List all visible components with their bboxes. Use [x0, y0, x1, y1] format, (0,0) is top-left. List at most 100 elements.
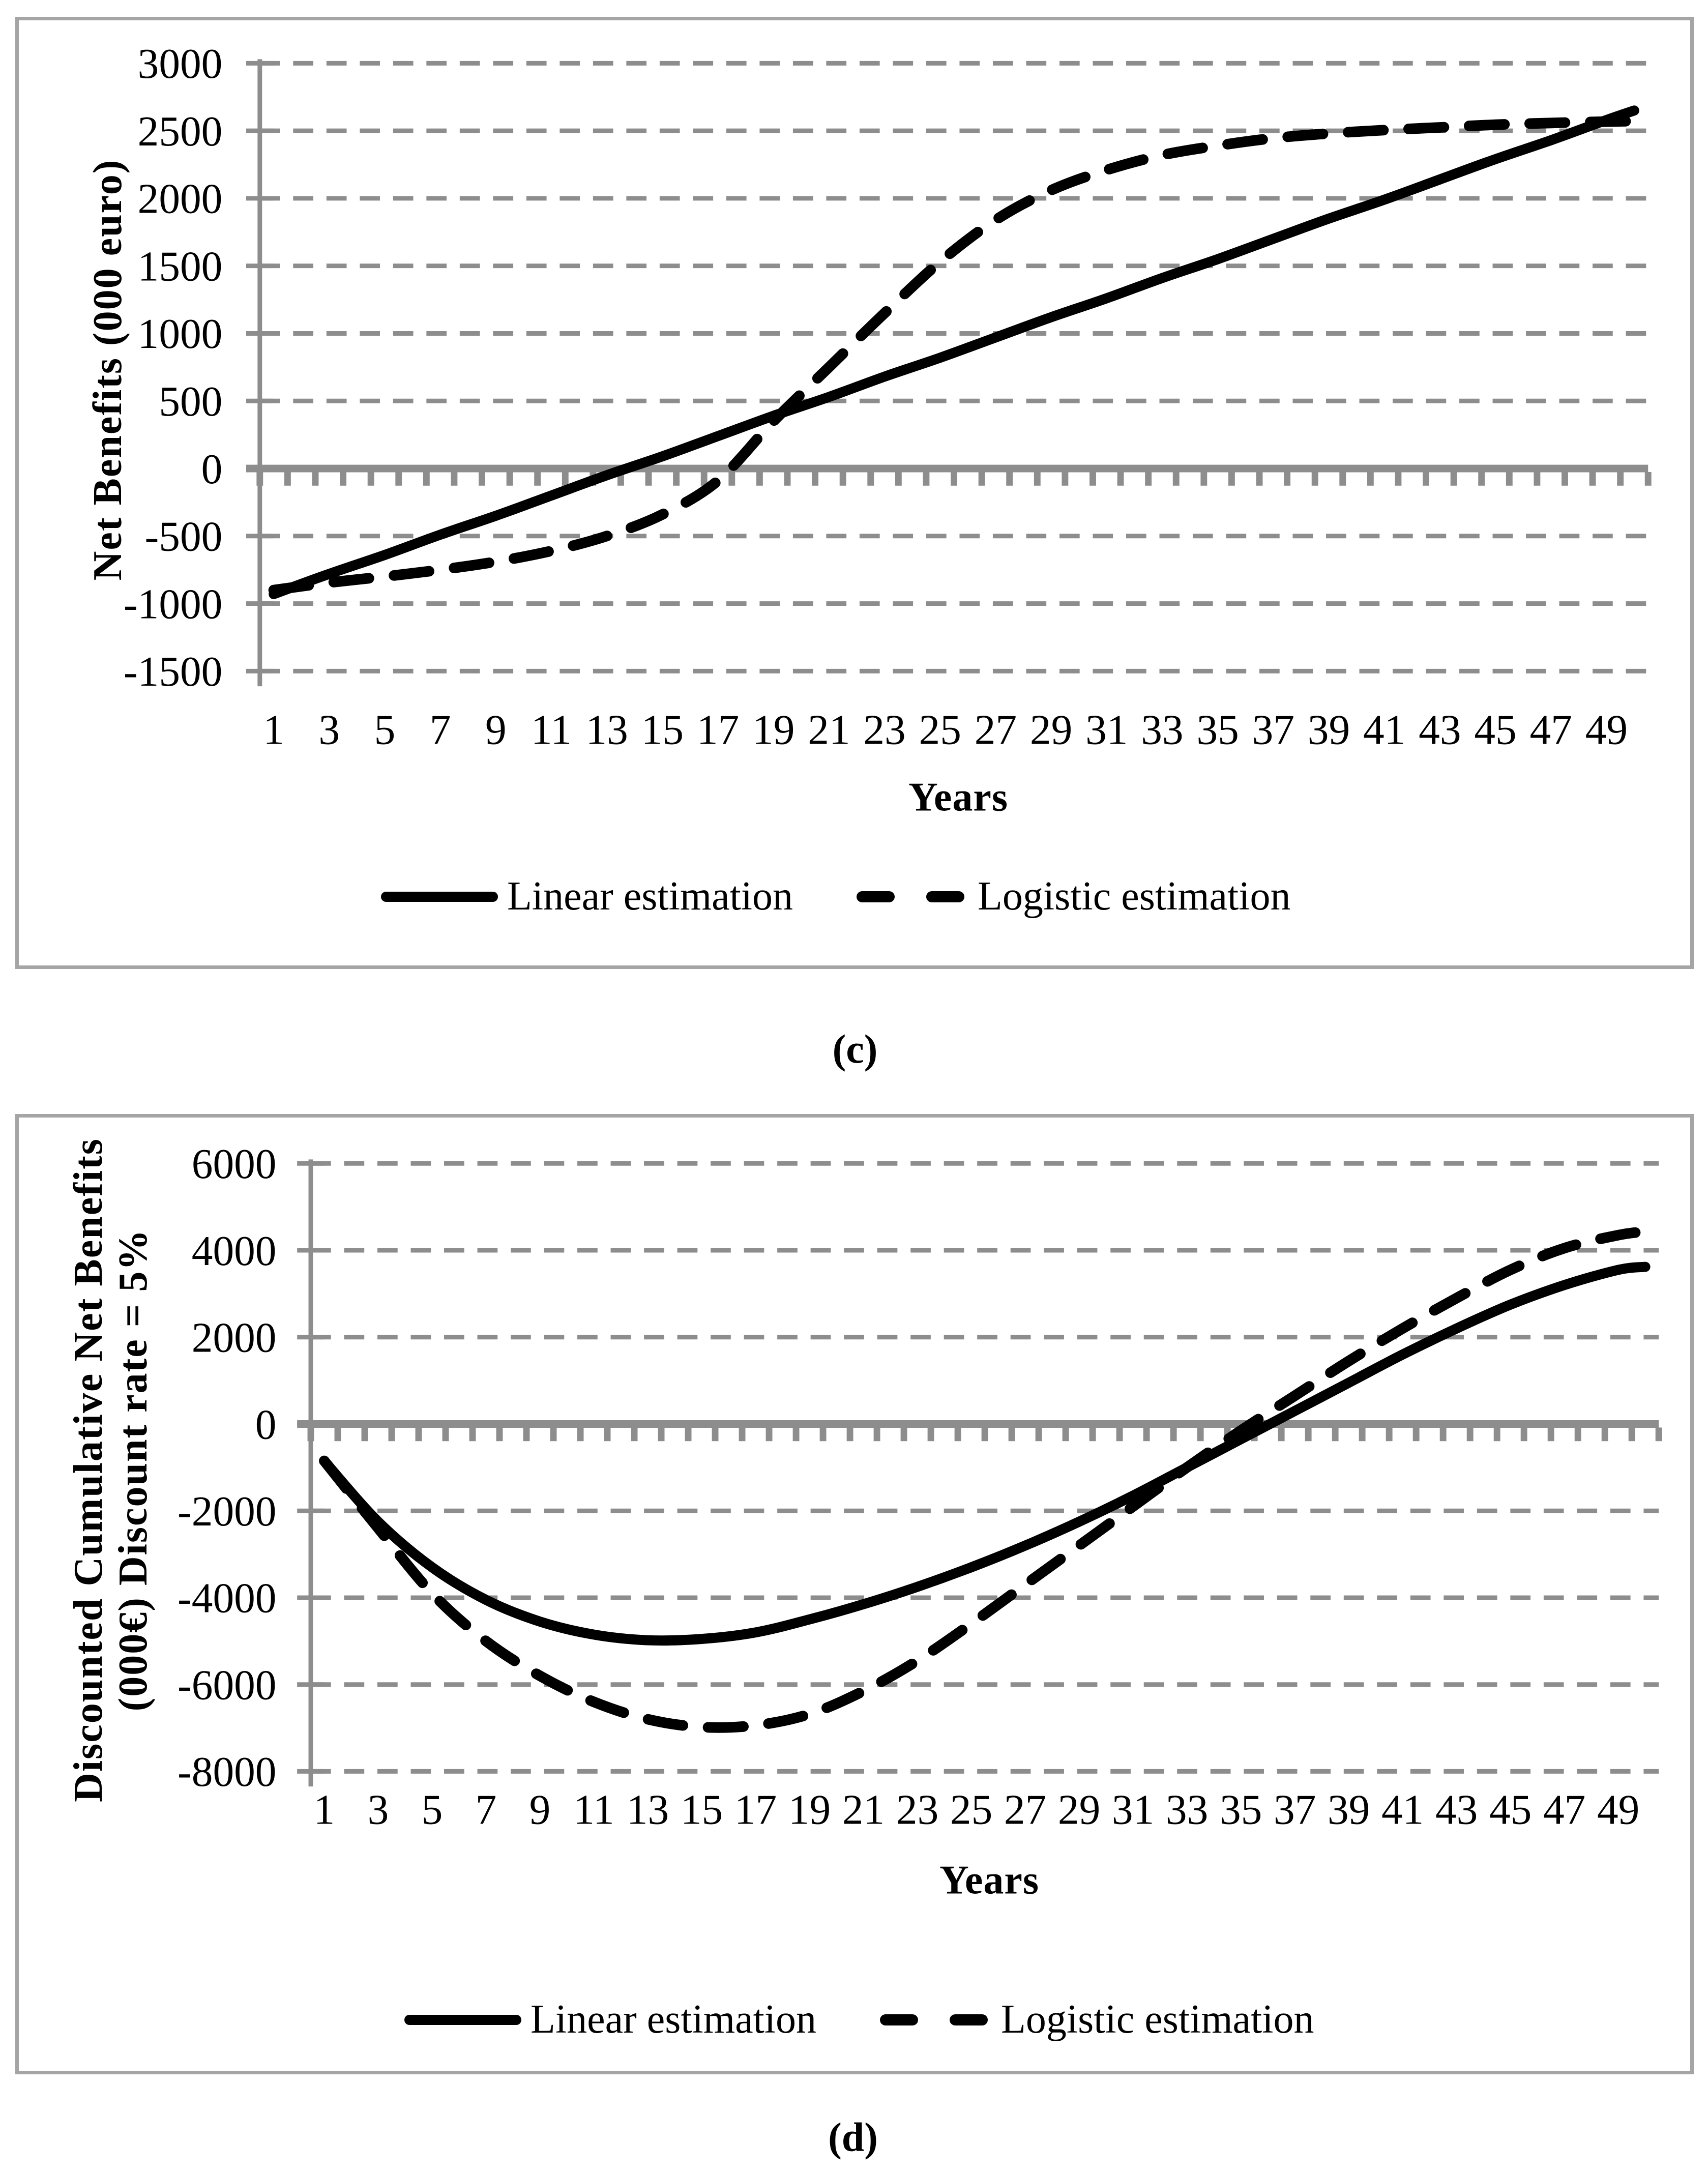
x-axis-tick: [1534, 472, 1541, 486]
series-logistic: [268, 115, 1640, 596]
x-tick-label: 17: [734, 1787, 777, 1834]
x-axis-tick: [1359, 1427, 1366, 1442]
x-tick-label: 33: [1141, 707, 1183, 753]
x-tick-label: 13: [585, 707, 628, 753]
x-tick-label: 5: [374, 707, 396, 753]
x-tick-label: 5: [422, 1787, 443, 1834]
x-tick-label: 3: [318, 707, 340, 753]
x-axis-tick: [1644, 472, 1652, 486]
x-tick-label: 41: [1363, 707, 1405, 753]
x-axis-tick: [284, 472, 291, 486]
y-axis-title-d-line2: (000€) Discount rate = 5%: [111, 1228, 156, 1712]
y-tick-label: 3000: [138, 41, 223, 87]
x-tick-label: 33: [1166, 1787, 1208, 1834]
x-tick-label: 49: [1585, 707, 1628, 753]
x-axis-tick: [685, 1427, 692, 1442]
x-axis-tick: [839, 472, 846, 486]
y-tick-label: 500: [159, 378, 222, 425]
x-axis-tick: [1589, 472, 1596, 486]
legend-label-linear: Linear estimation: [507, 874, 793, 919]
y-tick-label: -8000: [178, 1749, 276, 1796]
x-tick-label: 27: [1004, 1787, 1046, 1834]
y-tick-label: 6000: [192, 1141, 277, 1188]
x-axis-tick: [604, 1427, 611, 1442]
x-axis-tick: [1305, 1427, 1312, 1442]
x-tick-label: 21: [842, 1787, 885, 1834]
y-tick-label: -4000: [178, 1575, 276, 1622]
x-axis-tick: [645, 472, 652, 486]
x-axis-tick: [1562, 472, 1568, 486]
x-axis-tick: [451, 472, 458, 486]
series-logistic: [319, 1226, 1651, 1733]
x-axis-tick: [1520, 1427, 1527, 1442]
x-axis-tick: [388, 1427, 395, 1442]
x-axis-tick: [1089, 472, 1096, 486]
x-axis-tick: [756, 472, 763, 486]
x-axis-tick: [1062, 472, 1069, 486]
x-axis-tick: [954, 1427, 961, 1442]
x-axis-tick: [307, 1427, 314, 1442]
y-tick-label: 2000: [138, 176, 223, 223]
x-tick-label: 39: [1308, 707, 1350, 753]
x-tick-label: 21: [808, 707, 850, 753]
x-tick-label: 39: [1328, 1787, 1370, 1834]
x-tick-label: 43: [1435, 1787, 1478, 1834]
x-axis-tick: [1655, 1427, 1662, 1442]
x-axis-tick: [1200, 472, 1208, 486]
x-axis-tick: [1423, 472, 1429, 486]
x-axis-tick: [1466, 1427, 1474, 1442]
x-axis-tick: [1006, 472, 1013, 486]
x-axis-tick: [256, 472, 263, 486]
x-axis-tick: [765, 1427, 773, 1442]
x-tick-label: 29: [1030, 707, 1072, 753]
x-axis-tick: [1478, 472, 1485, 486]
y-tick-label: -1500: [124, 649, 222, 695]
x-axis-tick: [1311, 472, 1318, 486]
x-axis-tick: [334, 1427, 341, 1442]
y-tick-label: -1000: [124, 581, 222, 628]
y-tick-label: 2500: [138, 108, 223, 155]
y-tick-label: -500: [145, 514, 223, 561]
x-axis-tick: [1035, 1427, 1042, 1442]
x-axis-tick: [895, 472, 902, 486]
y-tick-label: 2000: [192, 1315, 277, 1362]
x-axis-tick: [631, 1427, 638, 1442]
legend-solid-line-icon: [404, 2014, 521, 2025]
x-axis-tick: [1601, 1427, 1608, 1442]
x-axis-tick: [1506, 472, 1513, 486]
x-axis-tick: [496, 1427, 503, 1442]
series-linear: [319, 1261, 1651, 1646]
x-tick-label: 7: [476, 1787, 497, 1834]
x-axis-tick: [739, 1427, 746, 1442]
x-axis-tick: [1395, 472, 1402, 486]
x-tick-label: 31: [1085, 707, 1128, 753]
x-axis-tick: [784, 472, 791, 486]
x-axis-tick: [506, 472, 513, 486]
x-tick-label: 45: [1474, 707, 1516, 753]
x-axis-tick: [1116, 1427, 1123, 1442]
y-axis-title-d-line1: Discounted Cumulative Net Benefits: [66, 1138, 111, 1802]
x-axis-tick: [479, 472, 485, 486]
x-tick-label: 37: [1274, 1787, 1316, 1834]
y-axis-title-c-line: Net Benefits (000 euro): [85, 159, 130, 581]
y-tick-label: 4000: [192, 1228, 277, 1275]
x-axis-tick: [1339, 472, 1346, 486]
x-axis-tick: [1256, 472, 1263, 486]
x-axis-tick: [1172, 472, 1180, 486]
x-tick-label: 25: [919, 707, 961, 753]
y-tick-label: -6000: [178, 1662, 276, 1709]
x-tick-label: 15: [641, 707, 684, 753]
legend-label-linear: Linear estimation: [531, 1997, 817, 2042]
x-axis-tick: [658, 1427, 665, 1442]
x-axis-tick: [951, 472, 957, 486]
x-tick-label: 31: [1112, 1787, 1154, 1834]
x-axis-tick: [1008, 1427, 1015, 1442]
x-axis-tick: [367, 472, 374, 486]
y-tick-label: 0: [255, 1401, 277, 1448]
x-tick-label: 37: [1252, 707, 1294, 753]
x-axis-tick: [1284, 472, 1291, 486]
legend-label-logistic: Logistic estimation: [1001, 1997, 1314, 2042]
series-linear: [269, 105, 1639, 599]
